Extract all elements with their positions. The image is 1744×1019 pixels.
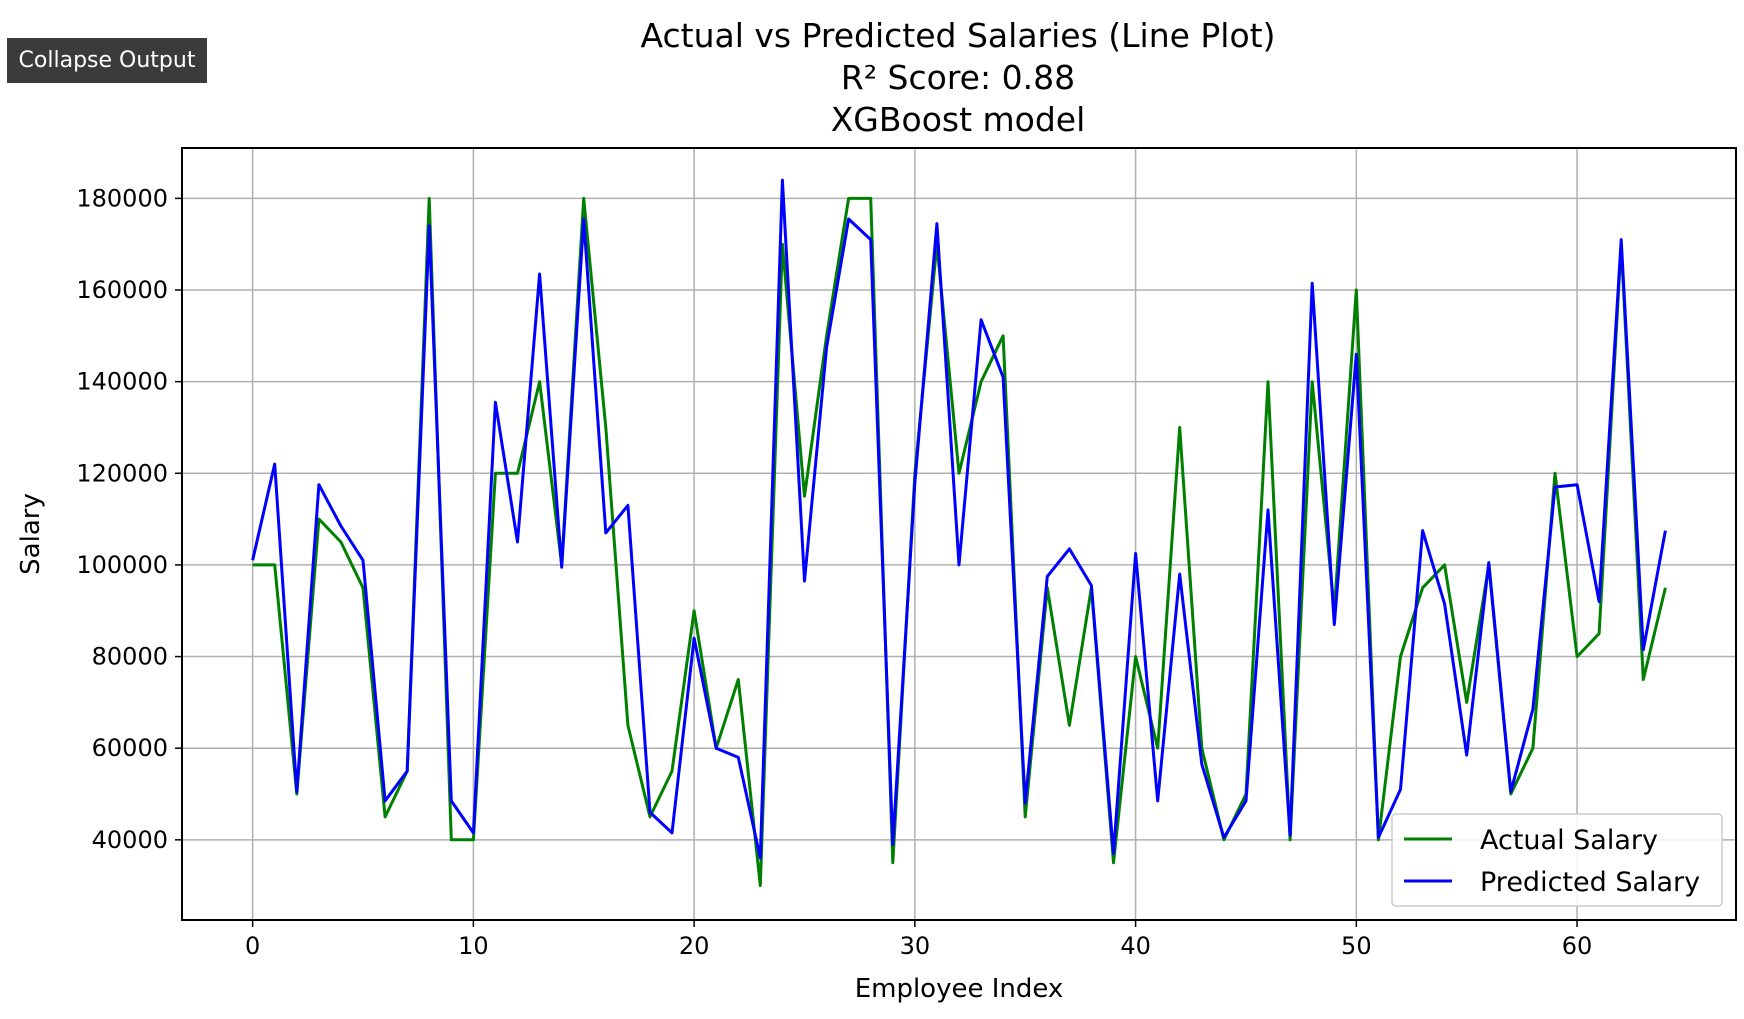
x-tick-label: 60 [1562, 932, 1593, 960]
y-axis-label: Salary [16, 493, 46, 575]
y-tick-label: 140000 [76, 368, 168, 396]
collapse-output-button[interactable]: Collapse Output [7, 38, 207, 83]
x-tick-label: 10 [458, 932, 489, 960]
legend-label: Predicted Salary [1480, 867, 1700, 898]
series-line-actual [252, 196, 1667, 888]
y-tick-label: 180000 [76, 184, 168, 212]
chart-title-line-2: R² Score: 0.88 [841, 58, 1075, 97]
x-axis-label: Employee Index [855, 974, 1064, 1004]
legend: Actual Salary Predicted Salary [1391, 813, 1723, 907]
y-tick-label: 100000 [76, 551, 168, 579]
series-line-predicted [251, 178, 1667, 860]
legend-box [1391, 813, 1723, 907]
chart-title: Actual vs Predicted Salaries (Line Plot)… [641, 16, 1276, 139]
plot-frame [181, 147, 1737, 921]
y-tick-label: 60000 [92, 734, 168, 762]
x-tick-label: 50 [1341, 932, 1372, 960]
x-tick-label: 0 [245, 932, 260, 960]
axis-ticks: 0 10 20 30 40 50 60 40000 60000 80000 100000 120000… [76, 184, 1592, 960]
chart-title-line-3: XGBoost model [831, 100, 1086, 139]
chart-title-line-1: Actual vs Predicted Salaries (Line Plot) [641, 16, 1276, 55]
y-tick-label: 160000 [76, 276, 168, 304]
y-tick-label: 120000 [76, 459, 168, 487]
y-tick-label: 80000 [92, 643, 168, 671]
y-tick-label: 40000 [92, 826, 168, 854]
x-tick-label: 20 [679, 932, 710, 960]
x-tick-label: 40 [1120, 932, 1151, 960]
data-series [251, 178, 1667, 888]
x-tick-label: 30 [900, 932, 931, 960]
legend-label: Actual Salary [1480, 825, 1658, 856]
